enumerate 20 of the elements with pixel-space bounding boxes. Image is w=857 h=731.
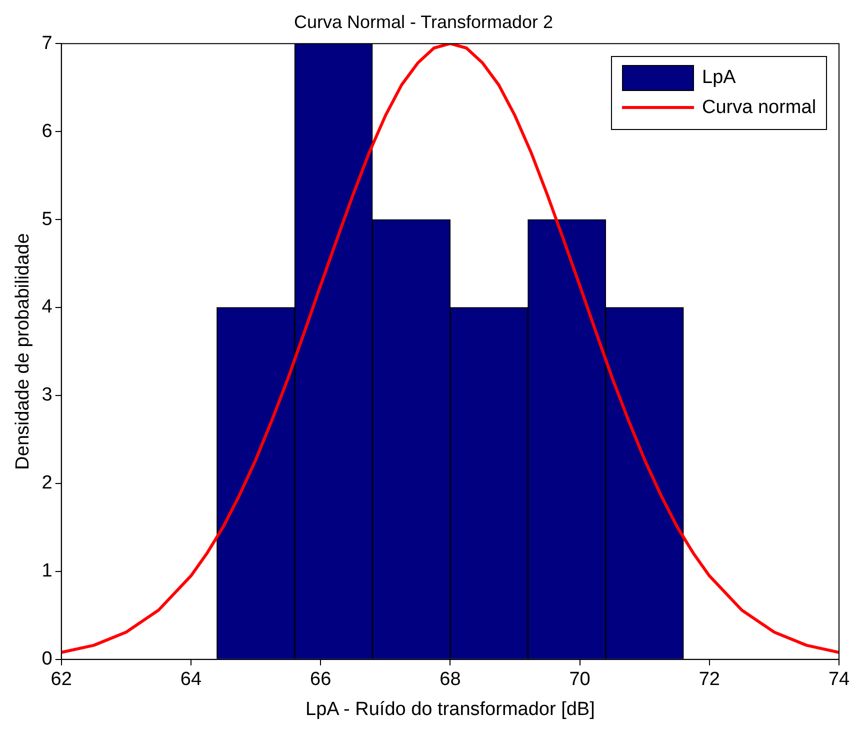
x-axis-title: LpA - Ruído do transformador [dB] — [305, 698, 595, 720]
y-axis-title: Densidade de probabilidade — [12, 233, 34, 470]
x-tick-label: 66 — [310, 669, 332, 690]
y-tick-label: 3 — [42, 384, 52, 406]
y-tick-label: 2 — [42, 472, 52, 494]
y-tick-label: 4 — [42, 296, 53, 318]
x-tick-label: 68 — [440, 669, 461, 690]
x-tick-label: 72 — [698, 669, 720, 690]
x-tick-label: 62 — [50, 669, 72, 690]
y-tick-label: 1 — [42, 560, 52, 582]
y-tick-label: 0 — [42, 648, 52, 670]
legend-label: LpA — [702, 66, 736, 89]
chart-title: Curva Normal - Transformador 2 — [294, 12, 554, 32]
legend-label: Curva normal — [702, 96, 816, 119]
x-tick-label: 70 — [569, 669, 590, 690]
y-tick-label: 5 — [42, 208, 52, 230]
y-tick-label: 7 — [42, 32, 52, 54]
y-tick-label: 6 — [42, 120, 52, 142]
x-tick-label: 64 — [180, 669, 202, 690]
x-tick-label: 74 — [828, 669, 850, 690]
